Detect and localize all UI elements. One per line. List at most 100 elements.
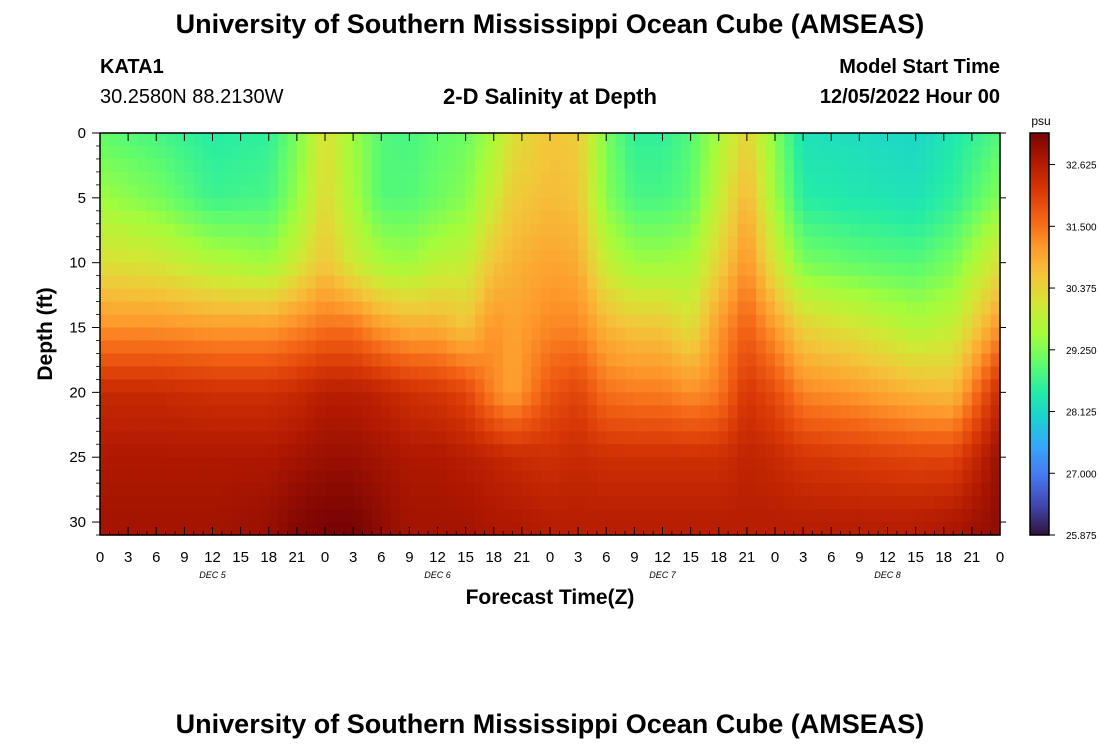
heatmap-cell [953, 301, 964, 316]
heatmap-cell [737, 314, 748, 329]
heatmap-cell [334, 249, 345, 264]
heatmap-cell [465, 444, 476, 458]
heatmap-cell [681, 158, 692, 173]
heatmap-cell [540, 470, 551, 484]
heatmap-cell [971, 197, 982, 212]
heatmap-cell [578, 444, 589, 458]
heatmap-cell [531, 353, 542, 368]
heatmap-cell [746, 210, 757, 225]
heatmap-cell [906, 262, 917, 277]
heatmap-cell [250, 327, 260, 342]
heatmap-cell [962, 457, 973, 471]
heatmap-cell [128, 431, 139, 445]
heatmap-cell [840, 197, 851, 212]
heatmap-cell [165, 392, 176, 406]
heatmap-cell [934, 366, 945, 380]
x-tick-label: 21 [514, 549, 531, 566]
heatmap-cell [456, 431, 467, 445]
heatmap-cell [606, 210, 617, 225]
heatmap-cell [465, 327, 476, 342]
heatmap-cell [653, 470, 664, 484]
heatmap-cell [606, 314, 617, 329]
heatmap-cell [418, 431, 429, 445]
heatmap-cell [718, 184, 729, 199]
heatmap-cell [203, 210, 214, 225]
heatmap-cell [662, 197, 673, 212]
heatmap-cell [906, 236, 917, 251]
heatmap-cell [709, 158, 720, 173]
colorbar-tick-label: 27.000 [1066, 469, 1097, 480]
heatmap-cell [343, 379, 354, 393]
heatmap-cell [550, 158, 560, 173]
heatmap-cell [212, 496, 223, 510]
heatmap-cell [850, 509, 860, 523]
heatmap-cell [381, 470, 392, 484]
heatmap-cell [418, 366, 429, 380]
heatmap-cell [193, 353, 204, 368]
heatmap-cell [184, 275, 195, 290]
heatmap-cell [371, 275, 382, 290]
heatmap-cell [793, 133, 804, 147]
heatmap-cell [540, 392, 551, 406]
heatmap-cell [362, 223, 373, 238]
heatmap-cell [371, 431, 382, 445]
heatmap-cell [175, 431, 185, 445]
heatmap-cell [971, 444, 982, 458]
heatmap-cell [390, 483, 401, 497]
heatmap-cell [906, 301, 917, 316]
heatmap-cell [156, 496, 167, 510]
day-label: DEC 8 [874, 570, 901, 580]
heatmap-cell [156, 483, 167, 497]
heatmap-cell [887, 366, 898, 380]
heatmap-cell [109, 392, 120, 406]
heatmap-cell [700, 522, 710, 536]
heatmap-cell [221, 509, 232, 523]
heatmap-cell [896, 301, 907, 316]
heatmap-cell [690, 366, 701, 380]
heatmap-cell [943, 470, 954, 484]
heatmap-cell [306, 262, 317, 277]
heatmap-cell [268, 262, 279, 277]
heatmap-cell [231, 353, 242, 368]
heatmap-cell [343, 444, 354, 458]
heatmap-cell [437, 288, 448, 303]
heatmap-cell [296, 444, 307, 458]
heatmap-cell [475, 431, 485, 445]
heatmap-cell [756, 366, 767, 380]
heatmap-cell [662, 392, 673, 406]
heatmap-cell [221, 340, 232, 355]
heatmap-cell [906, 444, 917, 458]
heatmap-cell [193, 301, 204, 316]
heatmap-cell [934, 405, 945, 419]
heatmap-cell [709, 431, 720, 445]
heatmap-cell [821, 262, 832, 277]
heatmap-cell [128, 184, 139, 199]
heatmap-cell [503, 133, 514, 147]
heatmap-cell [409, 210, 420, 225]
heatmap-cell [418, 275, 429, 290]
heatmap-cell [540, 275, 551, 290]
heatmap-cell [756, 340, 767, 355]
heatmap-cell [934, 223, 945, 238]
heatmap-cell [409, 184, 420, 199]
heatmap-cell [803, 353, 814, 368]
heatmap-cell [259, 184, 270, 199]
heatmap-cell [906, 431, 917, 445]
heatmap-cell [437, 470, 448, 484]
heatmap-cell [203, 392, 214, 406]
heatmap-cell [493, 249, 504, 264]
heatmap-cell [737, 236, 748, 251]
heatmap-cell [296, 496, 307, 510]
heatmap-cell [203, 249, 214, 264]
heatmap-cell [278, 366, 289, 380]
heatmap-cell [428, 314, 439, 329]
heatmap-cell [737, 366, 748, 380]
heatmap-cell [146, 171, 157, 186]
x-tick-label: 15 [457, 549, 474, 566]
heatmap-cell [128, 418, 139, 432]
heatmap-cell [990, 405, 1001, 419]
heatmap-cell [681, 184, 692, 199]
heatmap-cell [156, 158, 167, 173]
heatmap-cell [934, 301, 945, 316]
heatmap-cell [784, 457, 795, 471]
